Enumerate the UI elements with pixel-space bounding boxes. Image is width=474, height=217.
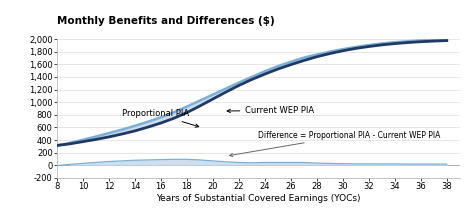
Text: Proportional PIA: Proportional PIA bbox=[122, 109, 199, 127]
Text: Monthly Benefits and Differences ($): Monthly Benefits and Differences ($) bbox=[57, 16, 274, 26]
Text: Current WEP PIA: Current WEP PIA bbox=[227, 106, 314, 115]
X-axis label: Years of Substantial Covered Earnings (YOCs): Years of Substantial Covered Earnings (Y… bbox=[156, 194, 361, 203]
Text: Difference = Proportional PIA - Current WEP PIA: Difference = Proportional PIA - Current … bbox=[229, 131, 441, 156]
